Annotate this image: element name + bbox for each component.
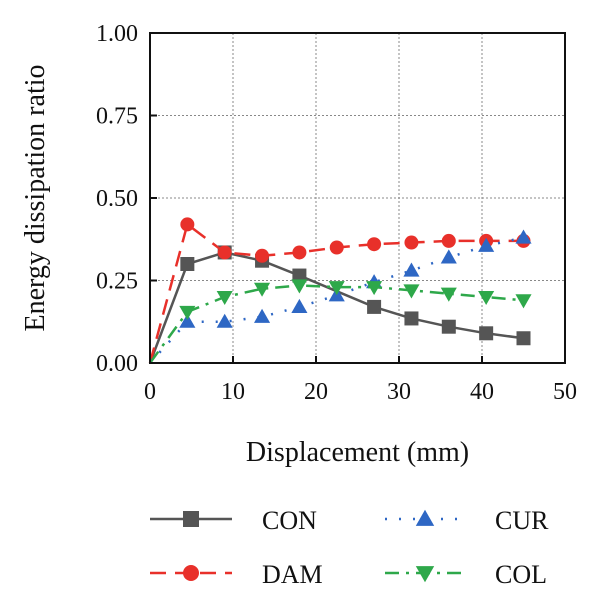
series-line-con [148, 251, 524, 364]
data-point-con [292, 268, 307, 283]
x-tick-label: 40 [470, 379, 494, 405]
legend-label: CUR [495, 506, 549, 535]
legend-marker [415, 509, 435, 526]
y-tick-label: 1.00 [96, 21, 138, 47]
data-point-col [179, 305, 196, 320]
data-point-dam [441, 233, 456, 248]
series-line-col [148, 284, 524, 364]
data-point-dam [292, 245, 307, 260]
data-point-dam [255, 248, 270, 263]
legend-item-dam: DAM [150, 560, 323, 589]
data-point-con [367, 299, 382, 314]
data-point-col [328, 281, 345, 296]
data-point-col [515, 294, 532, 309]
data-point-col [403, 284, 420, 299]
data-point-cur [403, 262, 420, 277]
data-point-col [478, 290, 495, 306]
legend-item-cur: CUR [385, 506, 549, 535]
data-point-cur [440, 249, 457, 264]
x-tick-label: 10 [221, 379, 245, 405]
data-point-cur [478, 237, 495, 252]
grid-lines [150, 33, 565, 363]
legend-label: CON [262, 506, 317, 535]
data-point-cur [291, 298, 308, 313]
legend-item-con: CON [150, 506, 317, 535]
data-point-dam [217, 245, 232, 260]
plot-area [148, 217, 532, 364]
legend-marker [183, 511, 199, 527]
data-point-cur [515, 229, 532, 244]
data-point-con [516, 331, 531, 346]
y-axis: 0.00 0.25 0.50 0.75 1.00 [96, 21, 157, 377]
series-dam [148, 217, 531, 364]
plot-frame [149, 32, 566, 364]
x-axis-title: Displacement (mm) [246, 437, 469, 468]
data-point-col [216, 290, 233, 306]
legend-marker [415, 566, 435, 583]
legend-label: COL [495, 560, 547, 589]
y-tick-label: 0.25 [96, 269, 138, 295]
data-point-con [180, 257, 195, 271]
y-axis-title: Energy dissipation ratio [20, 65, 51, 332]
data-point-col [254, 282, 271, 297]
data-point-cur [179, 313, 196, 328]
series-col [148, 279, 532, 364]
legend-marker [183, 565, 199, 581]
data-point-cur [216, 313, 233, 328]
data-point-con [441, 319, 456, 334]
data-point-col [366, 281, 383, 296]
x-tick-label: 50 [553, 379, 577, 405]
legend-label: DAM [262, 560, 323, 589]
data-point-dam [180, 217, 195, 232]
data-point-cur [254, 308, 271, 323]
data-point-dam [367, 237, 382, 252]
data-point-dam [404, 235, 419, 250]
data-point-col [440, 287, 457, 302]
data-point-col [291, 279, 308, 294]
x-tick-label: 20 [304, 379, 328, 405]
data-point-con [479, 326, 494, 341]
x-tick-label: 30 [387, 379, 411, 405]
data-point-dam [329, 240, 344, 255]
y-tick-label: 0.00 [96, 351, 138, 377]
legend-item-col: COL [385, 560, 547, 589]
y-tick-label: 0.50 [96, 186, 138, 212]
legend: CON CUR DAM COL [150, 506, 549, 589]
y-tick-label: 0.75 [96, 104, 138, 130]
data-point-con [404, 311, 419, 326]
x-tick-label: 0 [144, 379, 156, 405]
x-axis: 0 10 20 30 40 50 [144, 356, 577, 405]
